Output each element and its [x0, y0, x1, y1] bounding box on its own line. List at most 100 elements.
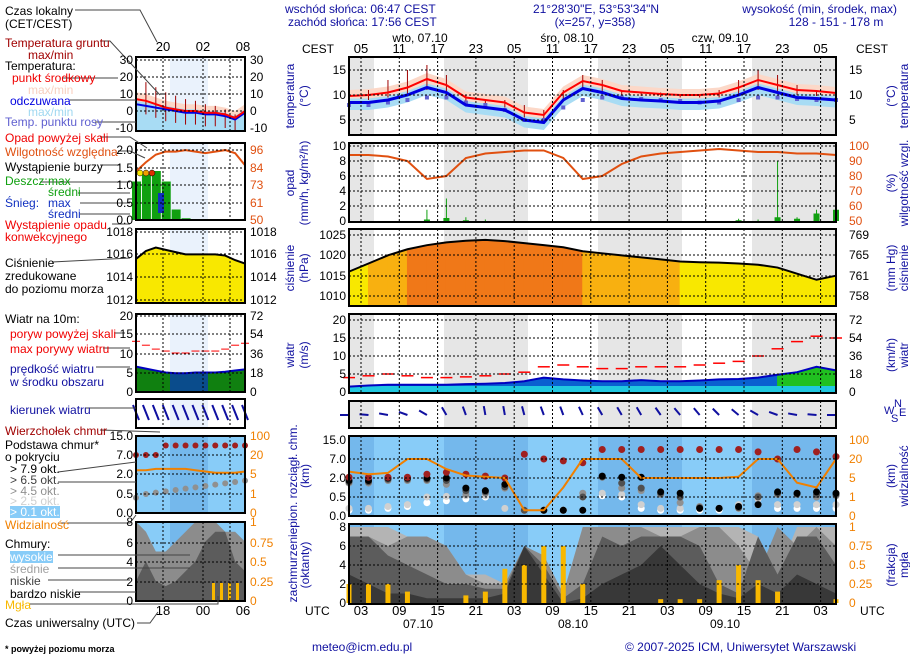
wind-direction-arrow	[807, 413, 817, 416]
utc-hour-label: 15	[430, 603, 445, 618]
panel-border	[135, 228, 246, 304]
mini-tick-left: 1.5	[116, 161, 133, 175]
mini-humidity-line	[135, 149, 246, 173]
day-label: wto, 07.10	[392, 31, 448, 45]
cloud-marker-base_25	[384, 503, 392, 510]
mini-tick-left: 20	[119, 309, 133, 323]
axis-unit-pressure-mm: (mm Hg)	[884, 244, 898, 292]
cloud-marker-base_65	[637, 484, 645, 492]
axis-tick-right: 72	[849, 313, 863, 327]
axis-tick-left: 8	[339, 154, 346, 168]
mini-tick-right: -10	[250, 121, 268, 135]
legend-pressure1: Ciśnienie	[5, 256, 55, 270]
axis-tick-left: 1015	[319, 269, 346, 283]
rain-mean-bar	[735, 220, 742, 221]
pressure-line	[348, 238, 837, 281]
mini-wind-arrow	[141, 404, 150, 421]
legend-okt25: > 2.5 okt.	[10, 494, 60, 508]
mini-utc-hour: 18	[155, 603, 171, 618]
utc-hour-label: 09	[392, 603, 407, 618]
legend-low: niskie	[10, 574, 41, 588]
cloud-marker-base_25	[364, 504, 372, 512]
legend-connector	[58, 514, 137, 524]
legend-cloud_top: Wierzchołek chmur	[5, 424, 108, 438]
mini-tick-right: 0	[250, 385, 257, 399]
rain-mean-bar	[462, 220, 469, 221]
axis-title-wind: wiatr	[283, 342, 297, 368]
axis-tick-right: 100	[849, 139, 870, 153]
fog-bar	[385, 584, 391, 603]
fog-bar	[541, 546, 547, 603]
utc-date: 09.10	[709, 617, 741, 631]
local-hour-label: 05	[660, 41, 675, 56]
cloud-marker-base_79	[579, 506, 587, 514]
axis-tick-right: 761	[849, 269, 870, 283]
mini-tick-right: 84	[250, 161, 264, 175]
legend-mid_mm: max/min	[28, 83, 74, 97]
cloud-marker-base_79	[462, 484, 470, 492]
legend-verylow: bardzo niskie	[10, 587, 81, 601]
utc-hour-label: 15	[583, 603, 599, 618]
legend-snow_max: max	[48, 196, 71, 210]
wind-direction-arrow	[482, 405, 487, 416]
legend-connector	[100, 40, 161, 96]
cloud-marker-cloud_top	[384, 473, 392, 481]
wind-direction-arrow	[788, 412, 798, 416]
mini-tick-left: 0	[126, 385, 133, 399]
mini-tick-left: 0.0	[116, 213, 133, 227]
mini-wind-arrow	[151, 404, 160, 421]
wind-direction-arrow	[441, 406, 448, 416]
local-hour-label: 11	[392, 41, 407, 56]
legend-convective: Wystąpienie opadu	[5, 218, 107, 232]
panel-border	[348, 523, 837, 605]
axis-tick-right: 5	[849, 113, 856, 127]
dew-point-marker	[483, 103, 488, 107]
fog-bar	[521, 565, 527, 603]
legend-wind_dir: kierunek wiatru	[10, 403, 91, 417]
night-shading	[752, 143, 836, 222]
legend-connector	[100, 136, 148, 149]
axis-tick-left: 5	[339, 113, 346, 127]
axis-tick-left: 7.0	[329, 452, 346, 466]
utc-label: UTC	[860, 604, 885, 618]
pressure-fill	[523, 242, 545, 307]
legend-mid_c: średnie	[10, 562, 50, 576]
legend-okt79: > 7.9 okt.	[10, 462, 60, 476]
contact-email[interactable]: meteo@icm.edu.pl	[312, 640, 413, 654]
cloud-marker-base_79	[598, 472, 606, 480]
mini-tick-left: 1.0	[116, 178, 133, 192]
cloud-marker-cloud_top	[559, 457, 567, 465]
axis-tick-left: 0	[339, 385, 346, 399]
wind-direction-arrow	[596, 406, 604, 416]
fog-bar	[560, 546, 566, 603]
pressure-fill	[660, 258, 681, 307]
axis-tick-right: 1	[849, 490, 856, 504]
axis-tick-left: 2	[339, 199, 346, 213]
legend-ground_temp: Temperatura gruntu	[5, 36, 110, 50]
axis-tick-right: 0	[849, 509, 856, 523]
axis-tick-right: 90	[849, 154, 863, 168]
cloud-marker-base_79	[481, 487, 489, 495]
mini-tick-left: 0.5	[116, 196, 133, 210]
legend-local_time2: (CET/CEST)	[5, 17, 73, 31]
legend-local_time: Czas lokalny	[5, 4, 74, 18]
axis-title-temperature-right: temperatura	[897, 63, 910, 129]
rain-mean-bar	[813, 213, 820, 221]
cloud-marker-base_79	[735, 503, 743, 510]
mini-rain-bar	[171, 209, 181, 220]
mini-cloud-top	[182, 442, 189, 449]
utc-hour-label: 21	[468, 603, 484, 618]
pressure-fill	[679, 260, 701, 307]
pressure-fill	[640, 256, 662, 307]
cloud-marker-cloud_top	[696, 446, 704, 453]
mini-tick-right: 96	[250, 143, 264, 157]
axis-unit-cloud-cover: (oktanty)	[298, 541, 312, 589]
axis-tick-right: 50	[849, 214, 863, 228]
utc-hour-label: 03	[353, 603, 369, 618]
legend-footnote: * powyżej poziomu morza	[5, 644, 115, 654]
cloud-marker-base_25	[793, 501, 801, 509]
cloud-marker-cloud_top	[423, 470, 431, 478]
fog-bar	[463, 595, 469, 603]
cloud-marker-base_79	[754, 501, 762, 509]
panel-border	[135, 56, 246, 132]
